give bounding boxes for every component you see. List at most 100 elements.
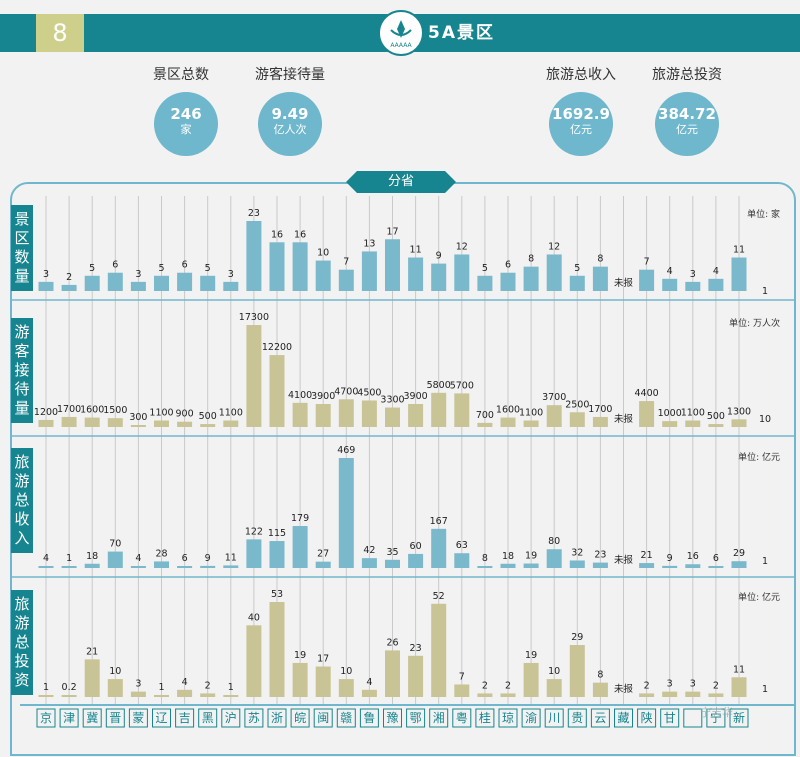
- kpi-label-scenic-count: 景区总数: [153, 67, 209, 83]
- bar: [338, 269, 354, 291]
- bar: [38, 566, 54, 568]
- bar: [662, 421, 678, 427]
- data-label: 3300: [380, 395, 404, 406]
- unit-label-revenue: 单位: 亿元: [738, 453, 780, 463]
- tick-box: [521, 708, 541, 728]
- logo-icon: AAAAA: [378, 10, 424, 56]
- bar: [107, 551, 123, 568]
- data-label: 27: [317, 549, 329, 560]
- bar: [385, 559, 400, 568]
- data-label: 11: [733, 664, 745, 675]
- tick-box: [475, 708, 495, 728]
- bar: [61, 416, 77, 427]
- data-label: 3900: [404, 391, 428, 402]
- data-label: 70: [109, 539, 121, 550]
- kpi-value: 1692.9: [552, 105, 610, 123]
- data-label: 4500: [357, 387, 381, 398]
- data-label: 12: [456, 241, 468, 252]
- tick-label: 湘: [433, 710, 445, 725]
- data-label: 18: [502, 551, 514, 562]
- data-label: 8: [528, 254, 534, 265]
- tick-box: [544, 708, 564, 728]
- bar: [200, 565, 216, 568]
- data-label: 115: [268, 528, 286, 539]
- tick-box: [498, 708, 518, 728]
- data-label: 1700: [588, 404, 612, 415]
- data-label-extra: 1: [762, 684, 768, 695]
- bar: [592, 266, 608, 291]
- data-label: 6: [182, 553, 188, 564]
- data-label: 9: [436, 251, 442, 262]
- data-label: 4: [667, 266, 673, 277]
- data-label-extra: 1: [762, 556, 768, 567]
- data-label: 7: [459, 671, 465, 682]
- data-label: 29: [571, 632, 583, 643]
- tick-label: 皖: [294, 711, 306, 725]
- data-label: 500: [199, 411, 217, 422]
- tick-box: [383, 708, 402, 728]
- tick-box: [290, 708, 310, 728]
- bar: [269, 541, 285, 568]
- kpi-unit: 亿人次: [273, 123, 307, 136]
- bar: [385, 650, 400, 697]
- data-label: 未报: [614, 277, 634, 289]
- data-label: 4700: [334, 386, 358, 397]
- data-label: 28: [155, 548, 167, 559]
- bar: [154, 275, 169, 291]
- bar: [292, 402, 308, 427]
- data-label: 1200: [34, 407, 58, 418]
- data-label: 7: [343, 257, 349, 268]
- kpi-circle-revenue: 1692.9 亿元: [549, 92, 613, 156]
- tick-label: 京: [40, 711, 52, 725]
- bar: [523, 662, 539, 697]
- bar: [177, 566, 193, 568]
- tick-box: [82, 708, 102, 728]
- bar: [477, 422, 493, 427]
- bar: [200, 424, 216, 427]
- chart-title-banner: 分省: [346, 171, 456, 193]
- bar: [361, 689, 377, 697]
- data-label-extra: 1: [762, 286, 768, 297]
- bar: [477, 275, 493, 291]
- bar: [315, 260, 331, 291]
- data-label: 5: [574, 263, 580, 274]
- tick-label: 津: [63, 711, 75, 725]
- tick-label: 宁: [710, 710, 722, 725]
- bar: [246, 325, 262, 427]
- bar: [639, 693, 655, 697]
- bar: [639, 401, 655, 427]
- data-label: 12: [548, 241, 560, 252]
- tick-box: [244, 708, 264, 728]
- bar: [685, 420, 701, 427]
- data-label: 21: [86, 646, 98, 657]
- kpi-value: 9.49: [271, 105, 309, 123]
- bar: [84, 563, 100, 568]
- data-label: 16: [687, 551, 699, 562]
- tick-label: 苏: [248, 711, 260, 725]
- tick-box: [590, 708, 610, 728]
- kpi-label-visitors: 游客接待量: [255, 67, 325, 83]
- panel-title-scenic-count: 景区数量: [11, 205, 33, 291]
- data-label: 2500: [565, 399, 589, 410]
- data-label-extra: 10: [759, 414, 771, 425]
- bar: [546, 679, 562, 697]
- data-label: 1100: [219, 408, 243, 419]
- bar: [662, 691, 678, 697]
- tick-box: [452, 708, 472, 728]
- data-label: 2: [66, 272, 72, 283]
- kpi-unit: 亿元: [676, 123, 698, 136]
- data-label: 3: [135, 269, 141, 280]
- bar: [223, 565, 239, 568]
- bar: [154, 420, 169, 427]
- bar: [61, 566, 77, 568]
- data-label: 1700: [57, 404, 81, 415]
- bar: [592, 682, 608, 697]
- tick-box: [706, 708, 726, 728]
- bar: [408, 655, 424, 697]
- tick-label: 浙: [271, 711, 283, 725]
- data-label: 10: [548, 666, 560, 677]
- data-label: 19: [525, 650, 537, 661]
- bar: [315, 666, 331, 697]
- bar: [731, 419, 747, 427]
- data-label: 10: [340, 666, 352, 677]
